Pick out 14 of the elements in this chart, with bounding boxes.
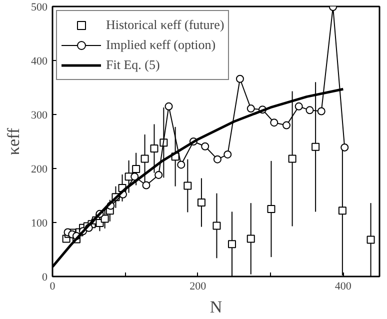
y-tick-label: 300 xyxy=(31,110,48,122)
y-tick-label: 400 xyxy=(31,56,48,68)
y-axis-title: κeff xyxy=(4,128,23,156)
x-tick-label: 0 xyxy=(50,280,56,292)
legend-label: Historical κeff (future) xyxy=(106,17,224,33)
legend-label: Fit Eq. (5) xyxy=(106,57,160,73)
x-tick-label: 400 xyxy=(334,280,352,292)
legend-label: Implied κeff (option) xyxy=(106,37,216,53)
x-tick-label: 200 xyxy=(190,280,207,292)
y-tick-label: 500 xyxy=(31,2,48,14)
y-tick-label: 100 xyxy=(31,218,48,230)
y-tick-label: 200 xyxy=(31,164,48,176)
x-axis-title: N xyxy=(210,298,222,316)
y-tick-label: 0 xyxy=(42,272,48,284)
